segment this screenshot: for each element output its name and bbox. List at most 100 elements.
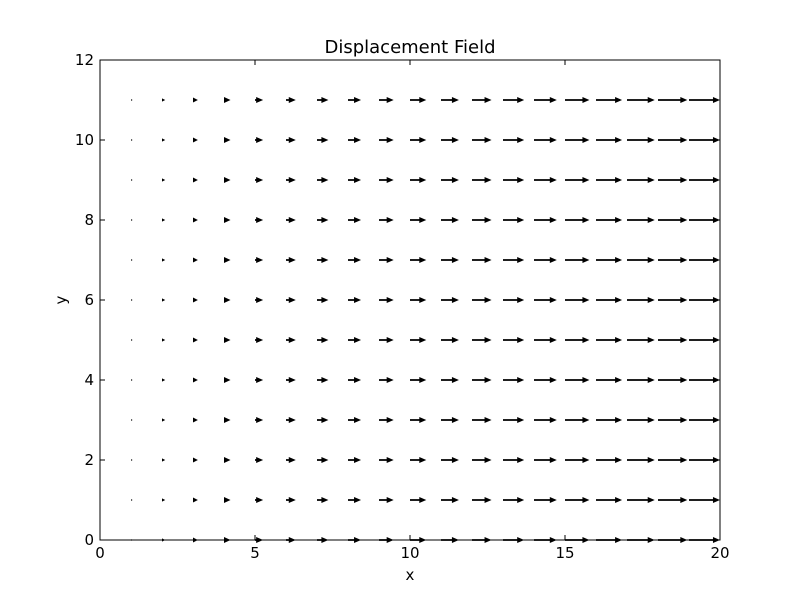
arrow-shape <box>658 137 688 143</box>
arrow <box>379 457 394 463</box>
arrow-shape <box>224 537 231 543</box>
arrow-shape <box>534 217 557 223</box>
arrow-shape <box>596 417 623 423</box>
arrow <box>193 297 198 303</box>
arrow-shape <box>627 537 655 543</box>
arrow-shape <box>131 99 133 101</box>
arrow <box>255 377 264 383</box>
arrow <box>658 217 688 223</box>
arrow <box>627 217 655 223</box>
arrow <box>441 337 459 343</box>
arrow-shape <box>627 137 655 143</box>
arrow <box>379 297 394 303</box>
arrow <box>286 537 296 543</box>
y-tick-label: 8 <box>84 211 94 229</box>
arrow-shape <box>596 497 623 503</box>
arrow-shape <box>565 537 590 543</box>
arrow-shape <box>255 417 264 423</box>
y-axis-label: y <box>52 295 70 304</box>
arrow <box>658 297 688 303</box>
arrow <box>503 497 525 503</box>
arrow <box>627 257 655 263</box>
arrow-shape <box>658 457 688 463</box>
arrow <box>689 217 720 223</box>
arrow-shape <box>162 418 166 422</box>
arrow-shape <box>224 97 231 103</box>
arrow <box>255 417 264 423</box>
arrow <box>472 497 492 503</box>
arrow <box>224 337 231 343</box>
arrow-shape <box>658 417 688 423</box>
arrow <box>534 297 557 303</box>
x-tick-label: 20 <box>710 544 729 562</box>
arrow-shape <box>348 97 362 103</box>
arrow-shape <box>658 377 688 383</box>
arrow-shape <box>317 337 329 343</box>
arrow-shape <box>379 337 394 343</box>
arrow-shape <box>534 337 557 343</box>
arrow <box>410 217 427 223</box>
arrow <box>379 137 394 143</box>
arrow <box>658 97 688 103</box>
arrow-shape <box>410 537 427 543</box>
arrow-shape <box>658 537 688 543</box>
arrow <box>596 457 623 463</box>
arrow <box>162 418 166 422</box>
arrow-shape <box>255 377 264 383</box>
arrow-shape <box>627 377 655 383</box>
arrow <box>162 178 166 182</box>
arrow-shape <box>410 297 427 303</box>
arrow <box>565 177 590 183</box>
arrow-shape <box>658 337 688 343</box>
arrow <box>627 177 655 183</box>
arrow-shape <box>503 337 525 343</box>
arrow-shape <box>658 497 688 503</box>
arrow <box>193 217 198 223</box>
arrow <box>255 97 264 103</box>
arrow <box>627 457 655 463</box>
arrow-shape <box>348 137 362 143</box>
y-tick-label: 0 <box>84 531 94 549</box>
arrow-shape <box>224 497 231 503</box>
x-tick-label: 15 <box>555 544 574 562</box>
arrow <box>441 417 459 423</box>
arrow <box>255 257 264 263</box>
arrow <box>286 257 296 263</box>
arrow <box>534 537 557 543</box>
arrow <box>317 457 329 463</box>
arrow <box>534 137 557 143</box>
arrow <box>162 538 166 542</box>
arrow <box>441 257 459 263</box>
arrow <box>534 377 557 383</box>
arrow-shape <box>472 137 492 143</box>
arrow <box>410 97 427 103</box>
arrow-shape <box>565 97 590 103</box>
arrow <box>472 137 492 143</box>
arrow <box>441 97 459 103</box>
arrow <box>286 417 296 423</box>
arrow-shape <box>503 257 525 263</box>
arrow-shape <box>317 417 329 423</box>
arrow-shape <box>441 257 459 263</box>
arrow <box>317 297 329 303</box>
arrow-shape <box>627 497 655 503</box>
arrow <box>472 97 492 103</box>
arrow <box>131 499 133 501</box>
arrow-shape <box>472 337 492 343</box>
arrow <box>503 257 525 263</box>
arrow <box>224 137 231 143</box>
arrow <box>348 137 362 143</box>
arrow <box>689 297 720 303</box>
arrow-shape <box>596 217 623 223</box>
arrow <box>317 377 329 383</box>
arrow <box>658 137 688 143</box>
arrow <box>596 497 623 503</box>
arrow <box>193 257 198 263</box>
arrow <box>255 537 264 543</box>
arrow-shape <box>503 217 525 223</box>
arrow-shape <box>410 337 427 343</box>
arrow-shape <box>689 137 720 143</box>
arrow-shape <box>193 257 198 263</box>
arrow-shape <box>596 177 623 183</box>
